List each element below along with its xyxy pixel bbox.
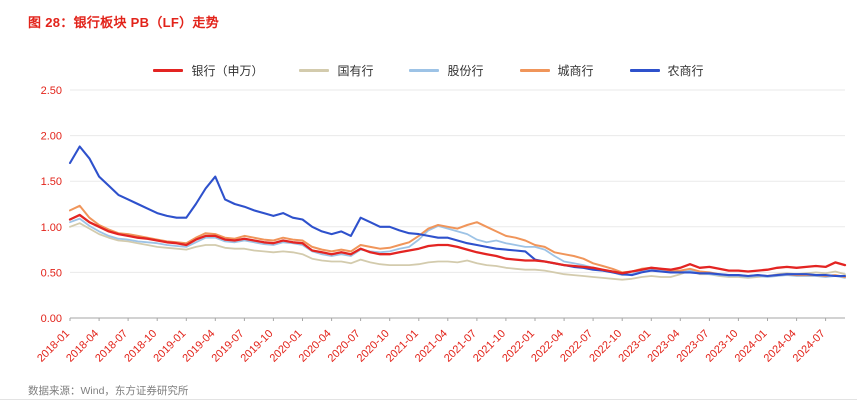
- legend-label: 银行（申万）: [191, 64, 264, 78]
- legend-item-2: 国有行: [299, 62, 373, 79]
- svg-text:2024-07: 2024-07: [791, 328, 828, 365]
- legend-item-5: 农商行: [629, 62, 704, 79]
- svg-text:1.00: 1.00: [41, 222, 62, 234]
- legend-swatch: [519, 69, 550, 72]
- legend-label: 城商行: [557, 64, 594, 78]
- svg-text:0.00: 0.00: [41, 313, 62, 325]
- legend-swatch: [629, 69, 660, 72]
- legend-item-4: 城商行: [519, 62, 594, 79]
- legend-item-3: 股份行: [409, 62, 484, 79]
- legend-item-1: 银行（申万）: [153, 62, 263, 79]
- figure-title: 图 28：银行板块 PB（LF）走势: [28, 15, 220, 30]
- legend-swatch: [409, 69, 440, 72]
- legend-label: 国有行: [337, 64, 374, 78]
- chart-legend: 银行（申万） 国有行 股份行 城商行 农商行: [0, 62, 857, 79]
- pb-trend-line-chart: 0.000.501.001.502.002.502018-012018-0420…: [35, 85, 847, 365]
- legend-swatch: [299, 69, 330, 72]
- svg-text:2.50: 2.50: [41, 85, 62, 97]
- svg-text:1.50: 1.50: [41, 176, 62, 188]
- data-source-note: 数据来源：Wind，东方证券研究所: [28, 385, 189, 397]
- svg-text:2.00: 2.00: [41, 131, 62, 143]
- legend-swatch: [153, 69, 184, 72]
- legend-label: 农商行: [667, 64, 704, 78]
- svg-text:0.50: 0.50: [41, 267, 62, 279]
- bottom-divider: [0, 399, 857, 400]
- legend-label: 股份行: [447, 64, 484, 78]
